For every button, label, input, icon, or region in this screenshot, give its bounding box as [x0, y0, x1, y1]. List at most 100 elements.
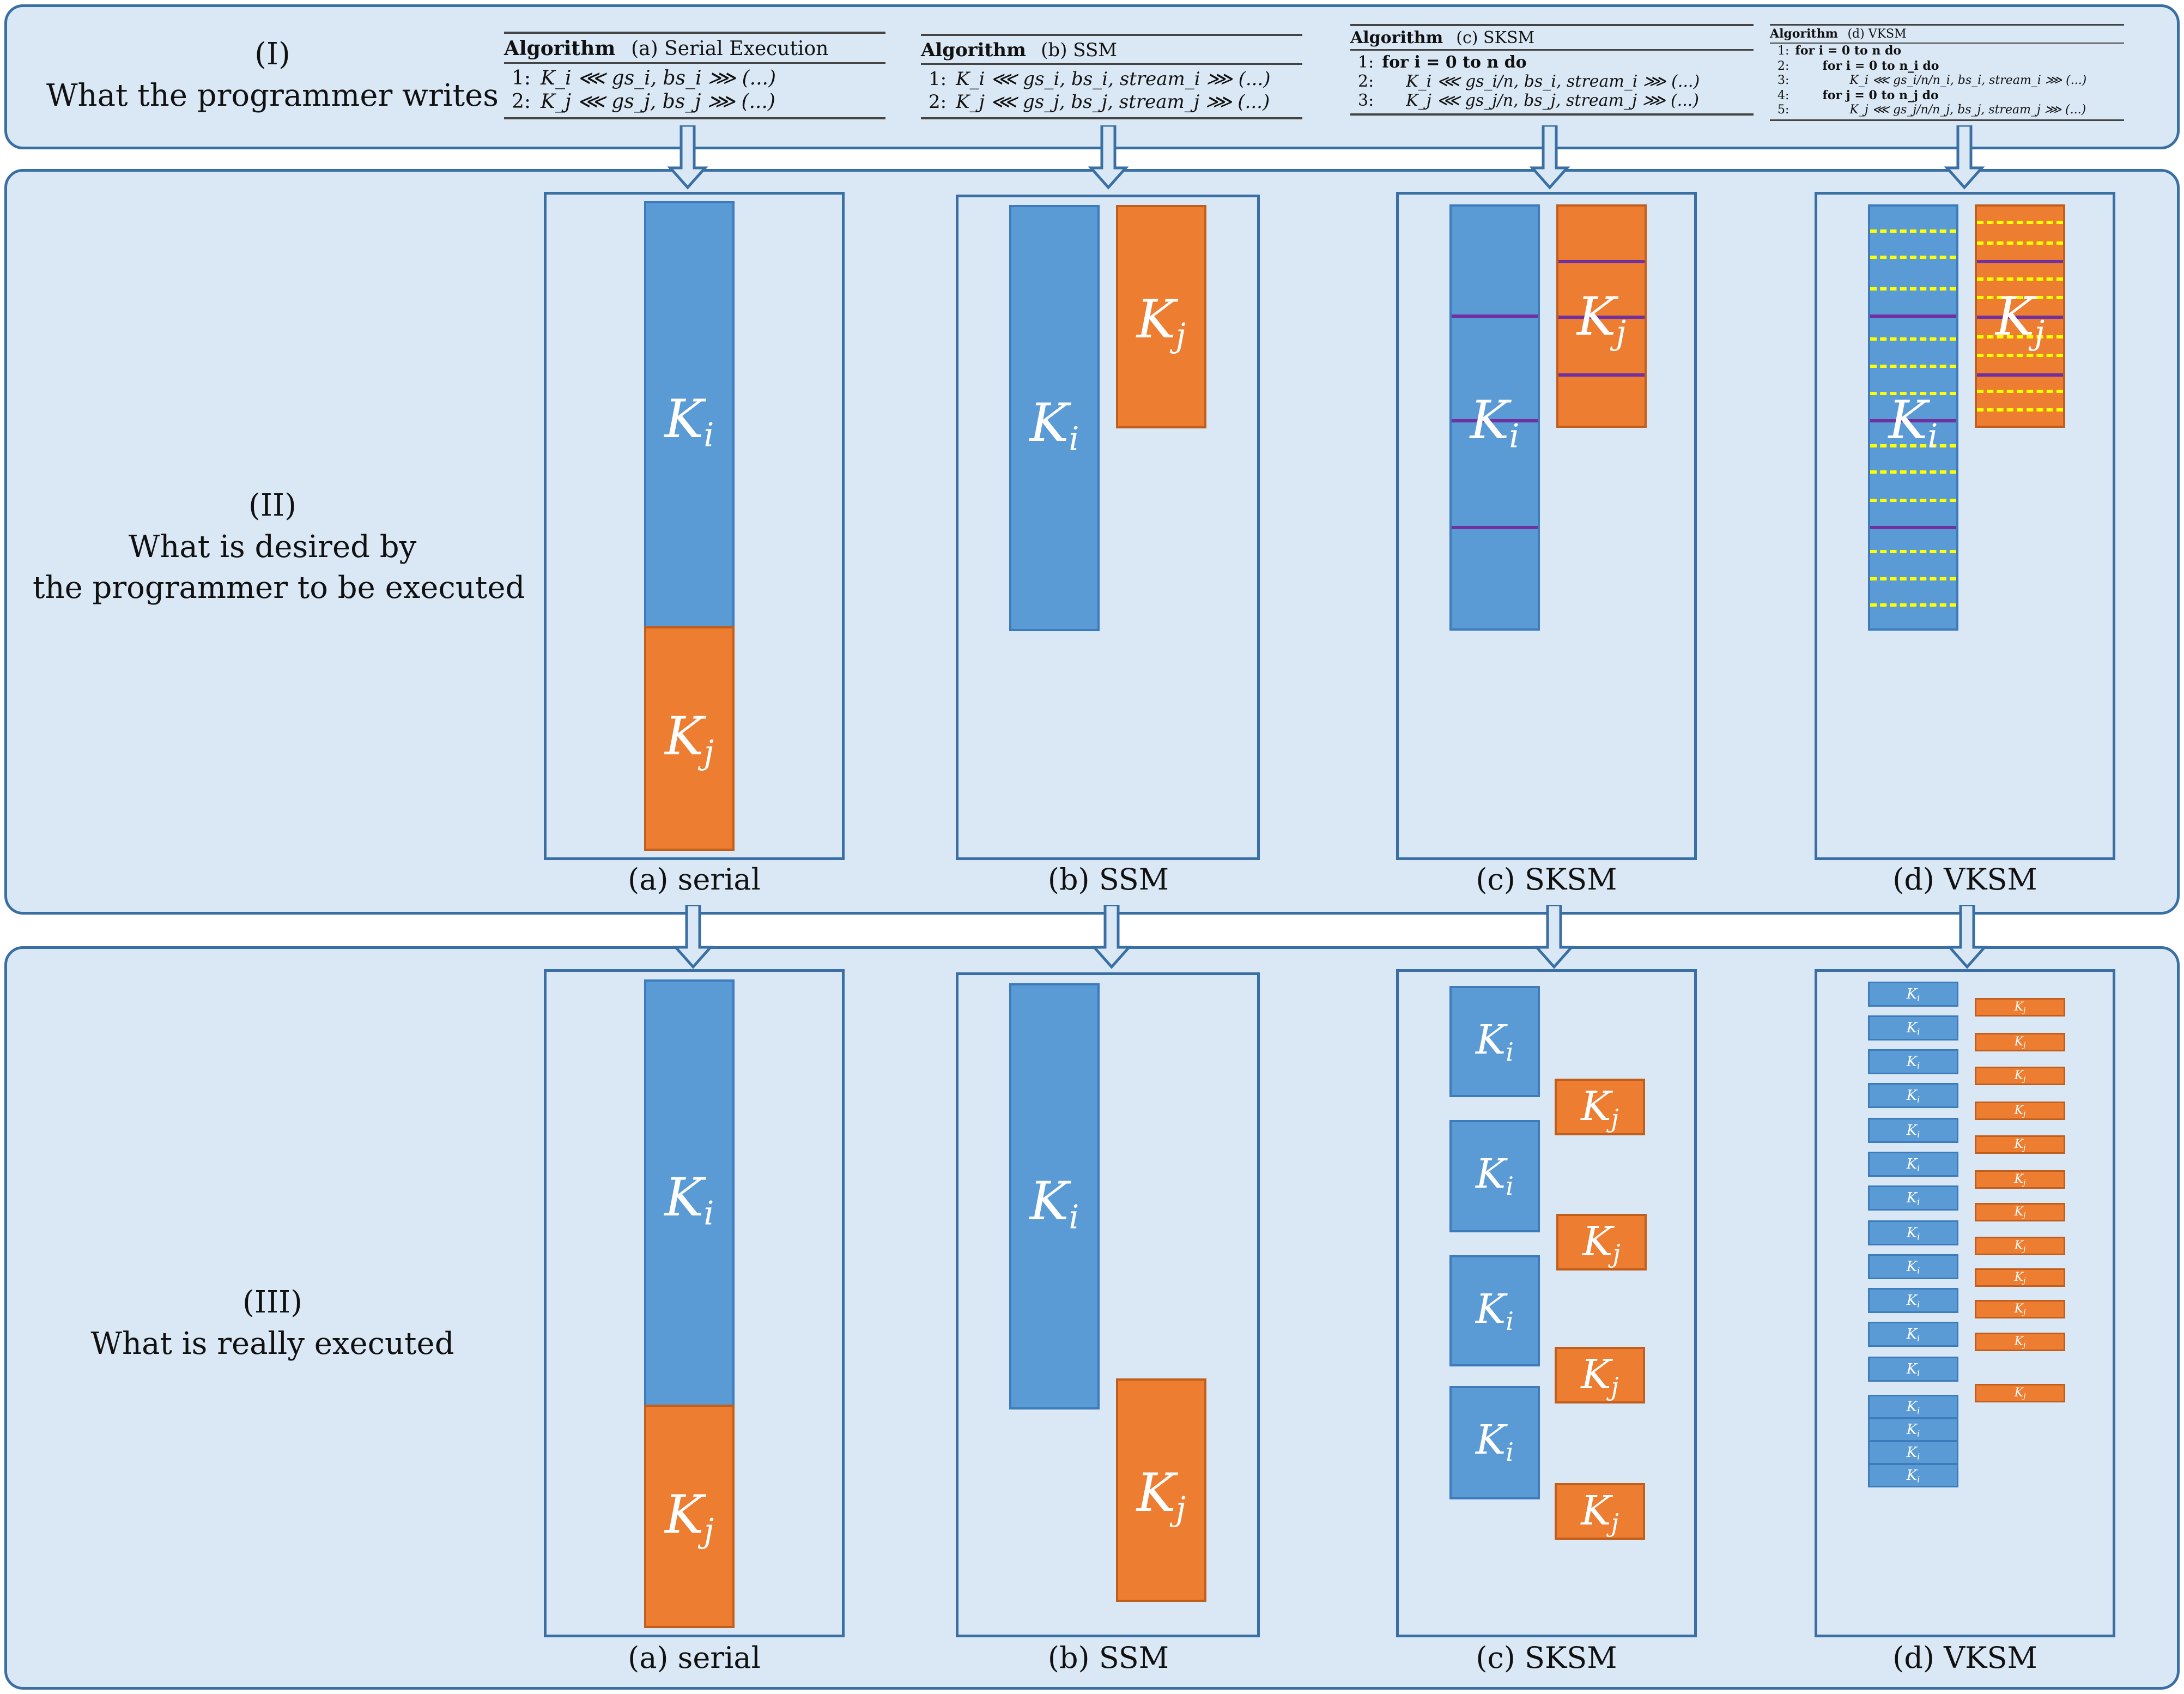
sub-slice-divider	[1870, 577, 1956, 580]
sub-slice-divider	[1870, 444, 1956, 447]
kernel-i-label: Ki	[1476, 1151, 1514, 1201]
algorithm-line: 2: for i = 0 to n_i do	[1770, 59, 2124, 74]
row2-label-text-1: What is desired by	[128, 529, 417, 565]
sub-slice-divider	[1870, 229, 1956, 233]
line-code: K_j ⋘ gs_j, bs_j ⋙ (...)	[541, 90, 775, 113]
kernel-j-label: Kj	[2014, 1270, 2026, 1285]
algorithm-title: (a) Serial Execution	[631, 38, 829, 60]
kernel-j-sub-slice: Kj	[1975, 1300, 2065, 1318]
kernel-i-label: Ki	[1906, 1326, 1920, 1344]
kernel-i-label: Ki	[1906, 1361, 1920, 1378]
sub-slice-divider	[1870, 470, 1956, 474]
row2-label: (II) What is desired by the programmer t…	[33, 485, 525, 609]
kernel-j-label: Kj	[1581, 1351, 1619, 1401]
caption-serial: (a) serial	[628, 1641, 761, 1675]
arrow-down-icon	[1946, 905, 1988, 969]
kernel-i-label: Ki	[664, 389, 714, 455]
line-number: 1:	[1358, 53, 1374, 72]
kernel-i-slice: Ki	[1449, 1120, 1540, 1232]
slice-divider	[1870, 526, 1956, 529]
slice-divider	[1558, 316, 1645, 319]
kernel-j-sub-slice: Kj	[1975, 1333, 2065, 1351]
kernel-i-label: Ki	[1029, 392, 1079, 458]
algorithm-line: 1: K_i ⋘ gs_i, bs_i ⋙ (...)	[504, 67, 885, 89]
kernel-i-sub-slice: Ki	[1868, 1463, 1958, 1487]
kernel-j-label: Kj	[2014, 1138, 2026, 1152]
line-code: for i = 0 to n do	[1795, 44, 1902, 58]
sub-slice-divider	[1977, 296, 2063, 299]
arrow-down-icon	[1091, 905, 1132, 969]
slice-divider	[1870, 419, 1956, 422]
kernel-j-block: Kj	[1975, 204, 2065, 428]
kernel-i-block: Ki	[1009, 205, 1100, 631]
algorithm-header: Algorithm (b) SSM	[921, 36, 1302, 65]
line-code: K_j ⋘ gs_j/n/n_j, bs_j, stream_j ⋙ (...)	[1849, 102, 2086, 117]
algorithm-line: 2: K_i ⋘ gs_i/n, bs_i, stream_i ⋙ (...)	[1350, 72, 1754, 91]
line-code: for j = 0 to n_j do	[1822, 88, 1939, 102]
row1-label: (I) What the programmer writes	[33, 34, 512, 116]
kernel-j-label: Kj	[1995, 286, 2045, 352]
row3-label-text: What is really executed	[90, 1326, 454, 1362]
sub-slice-divider	[1977, 221, 2063, 224]
kernel-i-sub-slice: Ki	[1868, 1322, 1958, 1347]
kernel-i-block: Ki	[1009, 983, 1100, 1409]
algorithm-keyword: Algorithm	[1770, 27, 1838, 41]
line-number: 5:	[1777, 102, 1789, 117]
kernel-j-label: Kj	[2014, 1239, 2026, 1254]
line-number: 3:	[1777, 74, 1789, 88]
kernel-j-label: Kj	[1576, 286, 1627, 352]
row2-label-text-2: the programmer to be executed	[33, 570, 525, 606]
arrow-down-icon	[1944, 125, 1985, 190]
algorithm-line: 1: for i = 0 to n do	[1350, 53, 1754, 72]
kernel-i-label: Ki	[1906, 1020, 1920, 1037]
row2-label-number: (II)	[248, 488, 296, 523]
slice-divider	[1977, 316, 2063, 319]
sub-slice-divider	[1870, 365, 1956, 368]
kernel-j-sub-slice: Kj	[1975, 1102, 2065, 1120]
kernel-i-label: Ki	[1906, 1156, 1920, 1173]
algorithm-line: 3: K_j ⋘ gs_j/n, bs_j, stream_j ⋙ (...)	[1350, 91, 1754, 110]
line-code: K_i ⋘ gs_i/n, bs_i, stream_i ⋙ (...)	[1406, 72, 1700, 91]
algorithm-ssm: Algorithm (b) SSM 1: K_i ⋘ gs_i, bs_i, str…	[921, 34, 1302, 119]
panel-vksm-desired: Ki Kj	[1815, 192, 2115, 860]
kernel-i-sub-slice: Ki	[1868, 1395, 1958, 1419]
sub-slice-divider	[1870, 287, 1956, 291]
kernel-i-slice: Ki	[1449, 1255, 1540, 1366]
kernel-i-label: Ki	[1906, 1399, 1920, 1416]
algorithm-sksm: Algorithm (c) SKSM 1: for i = 0 to n do 2:…	[1350, 24, 1754, 116]
algorithm-rule	[1350, 24, 1754, 26]
kernel-i-block: Ki	[644, 979, 735, 1407]
kernel-j-label: Kj	[664, 706, 714, 772]
kernel-i-label: Ki	[1906, 1467, 1920, 1485]
sub-slice-divider	[1977, 277, 2063, 281]
kernel-i-sub-slice: Ki	[1868, 1288, 1958, 1313]
kernel-i-label: Ki	[1888, 390, 1938, 456]
algorithm-keyword: Algorithm	[1350, 28, 1443, 47]
algorithm-header: Algorithm (d) VKSM	[1770, 26, 2124, 44]
kernel-i-label: Ki	[1906, 1292, 1920, 1310]
kernel-j-label: Kj	[2014, 1172, 2026, 1187]
line-number: 2:	[1777, 59, 1789, 73]
kernel-j-label: Kj	[1582, 1218, 1621, 1268]
kernel-j-label: Kj	[2014, 1386, 2026, 1401]
kernel-i-label: Ki	[1906, 1087, 1920, 1105]
slice-divider	[1558, 260, 1645, 263]
line-code: K_i ⋘ gs_i, bs_i, stream_i ⋙ (...)	[956, 68, 1271, 90]
kernel-i-sub-slice: Ki	[1868, 1357, 1958, 1382]
sub-slice-divider	[1870, 603, 1956, 607]
panel-serial-desired: Ki Kj	[544, 192, 845, 860]
kernel-i-slice: Ki	[1449, 1386, 1540, 1499]
row3-label-number: (III)	[242, 1285, 303, 1320]
kernel-j-slice: Kj	[1555, 1483, 1645, 1540]
slice-divider	[1452, 526, 1538, 529]
kernel-i-sub-slice: Ki	[1868, 1441, 1958, 1465]
sub-slice-divider	[1977, 335, 2063, 338]
caption-ssm: (b) SSM	[1047, 1641, 1169, 1675]
kernel-j-block: Kj	[644, 1405, 735, 1628]
sub-slice-divider	[1870, 256, 1956, 259]
kernel-j-label: Kj	[1581, 1487, 1619, 1538]
kernel-i-sub-slice: Ki	[1868, 1049, 1958, 1074]
arrow-down-icon	[1529, 125, 1570, 190]
caption-serial: (a) serial	[628, 862, 761, 897]
kernel-j-sub-slice: Kj	[1975, 998, 2065, 1017]
